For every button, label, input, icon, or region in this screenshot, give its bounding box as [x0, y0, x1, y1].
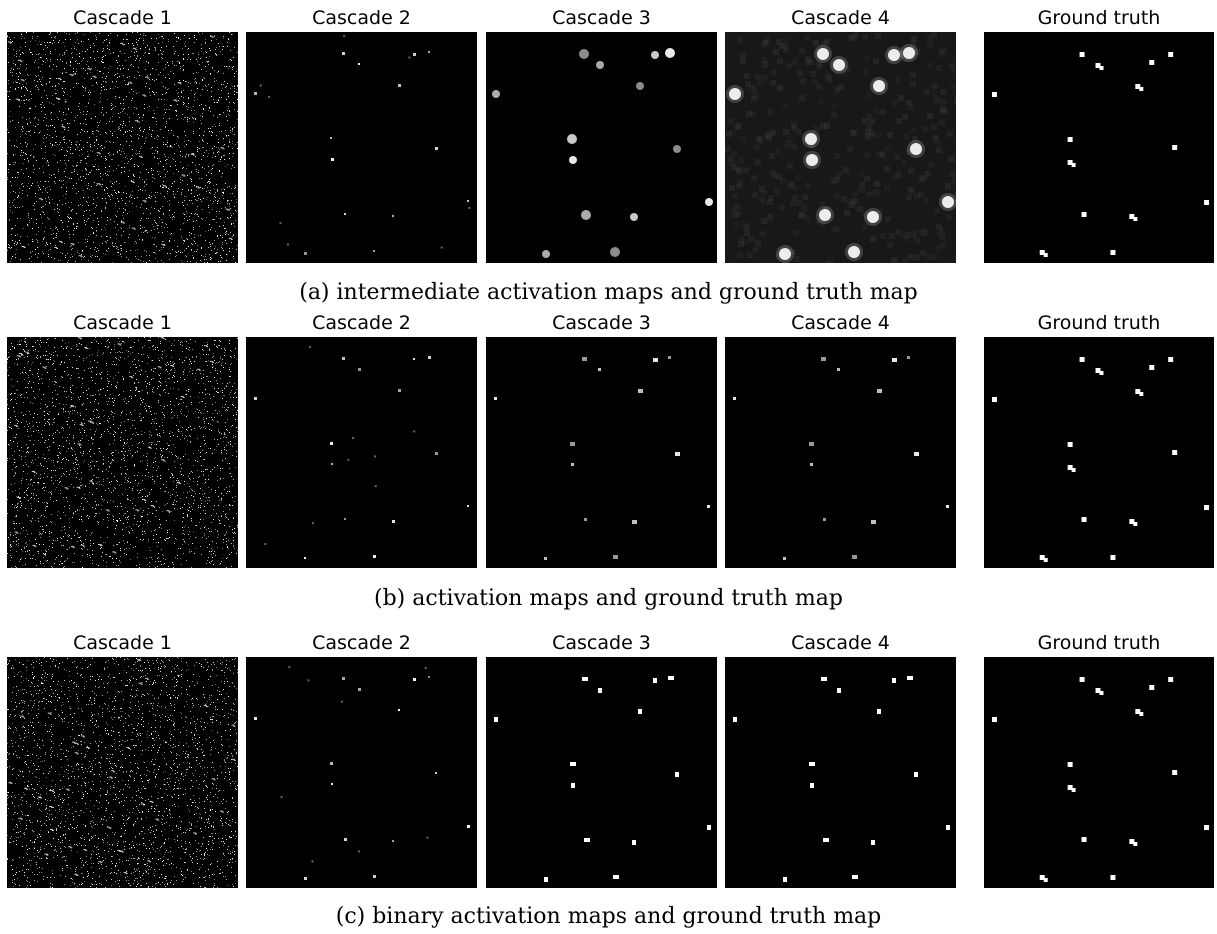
- panel-title-c4: Cascade 4: [791, 632, 890, 654]
- panel-title-c2: Cascade 2: [312, 632, 411, 654]
- activation-map-c1: [7, 657, 238, 888]
- ground-truth-map-c: [984, 657, 1214, 888]
- panel-title-a4: Cascade 4: [791, 7, 890, 29]
- caption-b: (b) activation maps and ground truth map: [374, 586, 843, 611]
- panel-title-c5: Ground truth: [1037, 632, 1161, 654]
- activation-map-c3: [486, 657, 717, 888]
- activation-map-b1: [7, 337, 238, 568]
- activation-map-a2: [246, 32, 477, 263]
- activation-map-a1: [7, 32, 238, 263]
- ground-truth-map-a: [984, 32, 1214, 263]
- panel-title-b4: Cascade 4: [791, 312, 890, 334]
- caption-a: (a) intermediate activation maps and gro…: [299, 280, 918, 305]
- panel-title-a1: Cascade 1: [73, 7, 172, 29]
- activation-map-b4: [725, 337, 956, 568]
- ground-truth-map-b: [984, 337, 1214, 568]
- activation-map-c2: [246, 657, 477, 888]
- panel-title-a5: Ground truth: [1037, 7, 1161, 29]
- panel-title-a3: Cascade 3: [552, 7, 651, 29]
- activation-map-a3: [486, 32, 717, 263]
- activation-map-b2: [246, 337, 477, 568]
- panel-title-b3: Cascade 3: [552, 312, 651, 334]
- activation-map-a4: [725, 32, 956, 263]
- caption-c: (c) binary activation maps and ground tr…: [335, 904, 882, 929]
- panel-title-a2: Cascade 2: [312, 7, 411, 29]
- activation-map-c4: [725, 657, 956, 888]
- panel-title-c3: Cascade 3: [552, 632, 651, 654]
- panel-title-c1: Cascade 1: [73, 632, 172, 654]
- panel-title-b2: Cascade 2: [312, 312, 411, 334]
- panel-title-b5: Ground truth: [1037, 312, 1161, 334]
- panel-title-b1: Cascade 1: [73, 312, 172, 334]
- activation-map-b3: [486, 337, 717, 568]
